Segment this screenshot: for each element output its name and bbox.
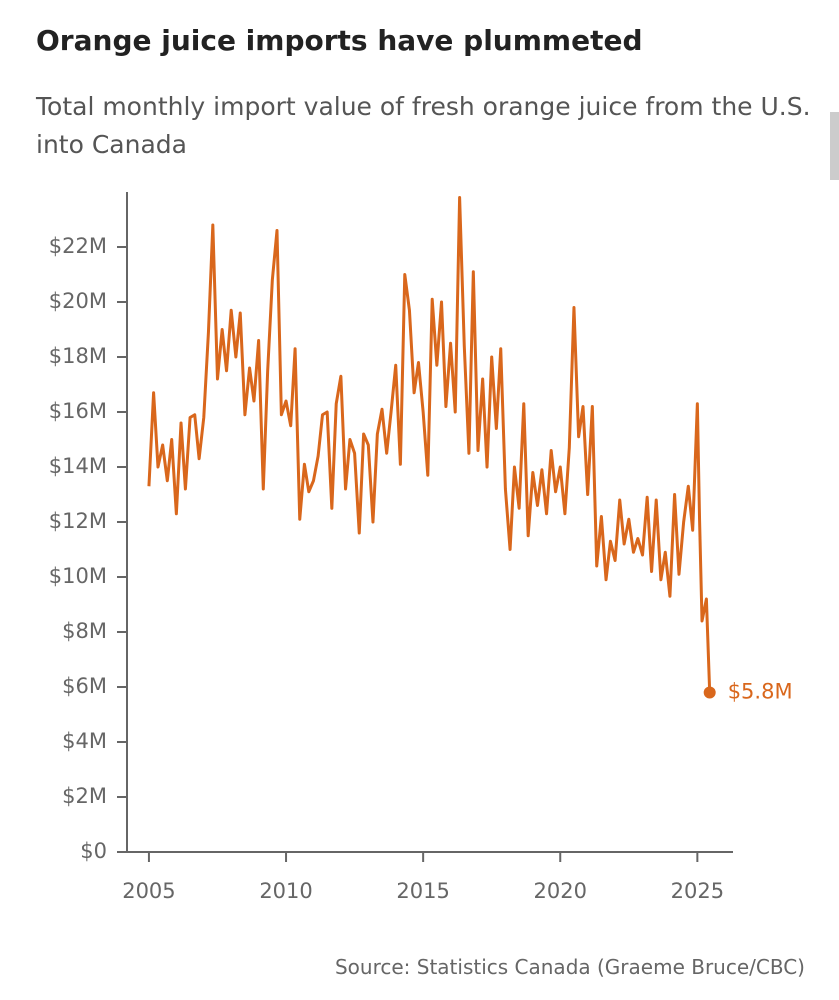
y-tick-label: $6M: [62, 674, 107, 698]
y-tick-label: $12M: [49, 509, 107, 533]
y-tick-label: $14M: [49, 454, 107, 478]
source-note: Source: Statistics Canada (Graeme Bruce/…: [334, 955, 805, 979]
y-tick-label: $4M: [62, 729, 107, 753]
y-tick-label: $16M: [49, 399, 107, 423]
y-tick-label: $18M: [49, 344, 107, 368]
x-tick-label: 2010: [259, 879, 312, 903]
y-tick-label: $2M: [62, 784, 107, 808]
x-tick-label: 2005: [122, 879, 175, 903]
chart-title: Orange juice imports have plummeted: [36, 24, 643, 57]
y-tick-label: $0: [80, 839, 107, 863]
y-tick-label: $10M: [49, 564, 107, 588]
y-tick-label: $20M: [49, 289, 107, 313]
y-tick-label: $8M: [62, 619, 107, 643]
x-tick-label: 2025: [671, 879, 724, 903]
end-point: [703, 686, 716, 699]
y-tick-label: $22M: [49, 234, 107, 258]
x-tick-label: 2020: [534, 879, 587, 903]
line: [147, 196, 712, 693]
x-tick-label: 2015: [396, 879, 449, 903]
chart-subtitle: Total monthly import value of fresh oran…: [36, 92, 811, 159]
scrollbar: [830, 112, 839, 180]
annotation: $5.8M: [728, 680, 793, 704]
